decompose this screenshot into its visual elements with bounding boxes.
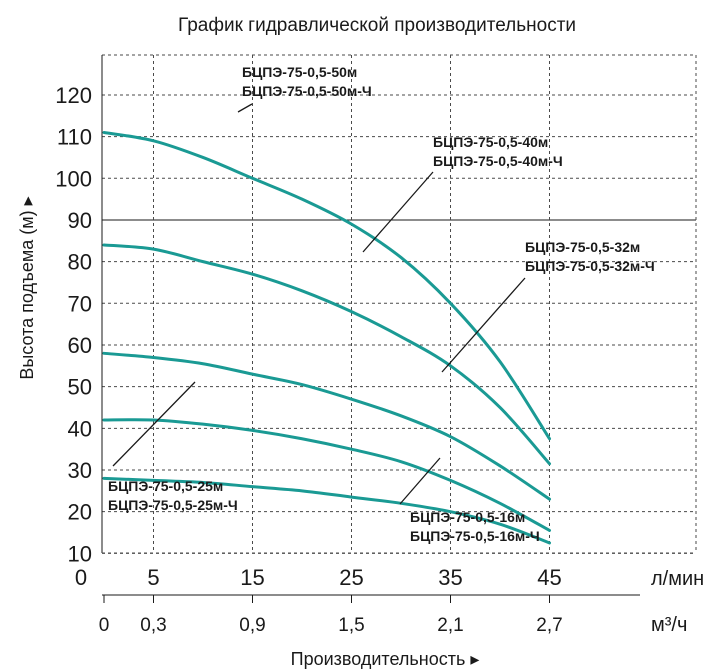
series-curves [102, 130, 551, 545]
series-label: БЦПЭ-75-0,5-25м [108, 478, 223, 494]
series-curve-4 [102, 418, 551, 532]
x-secondary-tick-label: 0,9 [239, 615, 265, 636]
y-tick-label: 70 [68, 291, 92, 316]
x-axis-label: Производительность ▸ [291, 649, 480, 669]
x-tick-label: 15 [240, 565, 264, 590]
label-leaders [112, 103, 526, 505]
y-tick-label: 90 [68, 208, 92, 233]
x-tick-label: 25 [339, 565, 363, 590]
leader-line-4 [112, 381, 196, 467]
series-label-variant: БЦПЭ-75-0,5-32м-Ч [525, 258, 655, 274]
series-labels: БЦПЭ-75-0,5-50м БЦПЭ-75-0,5-50м-Ч БЦПЭ-75-… [108, 64, 655, 544]
series-label: БЦПЭ-75-0,5-16м [410, 509, 525, 525]
x-secondary-tick-labels: 0 0,3 0,9 1,5 2,1 2,7 [99, 615, 563, 636]
y-tick-label: 30 [68, 458, 92, 483]
x-tick-label: 0 [75, 565, 87, 590]
series-label: БЦПЭ-75-0,5-50м [242, 64, 357, 80]
y-axis-label: Высота подъема (м) ▸ [17, 196, 37, 379]
y-tick-label: 10 [68, 541, 92, 566]
x-tick-label: 45 [537, 565, 561, 590]
y-tick-label: 20 [68, 500, 92, 525]
y-tick-labels: 10 20 30 40 50 60 70 80 90 100 110 120 [55, 83, 92, 566]
leader-line-1 [237, 103, 253, 113]
x-tick-labels: 0 5 15 25 35 45 [75, 565, 562, 590]
y-tick-label: 40 [68, 416, 92, 441]
series-curve-3 [102, 351, 551, 501]
x-secondary-tick-label: 2,1 [437, 615, 463, 636]
x-secondary-tick-label: 0,3 [140, 615, 166, 636]
y-tick-label: 110 [57, 125, 92, 150]
series-label: БЦПЭ-75-0,5-40м [433, 134, 548, 150]
leader-line-5 [399, 457, 441, 505]
series-label-variant: БЦПЭ-75-0,5-16м-Ч [410, 528, 540, 544]
y-tick-label: 100 [55, 166, 92, 191]
series-label-variant: БЦПЭ-75-0,5-40м-Ч [433, 153, 563, 169]
x-unit-label: л/мин [651, 568, 704, 590]
x-tick-label: 35 [438, 565, 462, 590]
y-tick-label: 60 [68, 333, 92, 358]
series-label-variant: БЦПЭ-75-0,5-25м-Ч [108, 497, 238, 513]
series-curve-1 [102, 130, 551, 441]
leader-line-2 [362, 171, 434, 253]
chart-title: График гидравлической производительности [178, 15, 576, 36]
series-curve-5 [102, 476, 551, 545]
leader-line-3 [441, 277, 526, 373]
grid [101, 54, 697, 603]
series-label-variant: БЦПЭ-75-0,5-50м-Ч [242, 83, 372, 99]
x-secondary-tick-label: 0 [99, 615, 110, 636]
x-secondary-unit-label: м³/ч [651, 614, 687, 636]
series-curve-2 [102, 243, 551, 466]
y-tick-label: 80 [68, 250, 92, 275]
x-secondary-tick-label: 1,5 [338, 615, 364, 636]
x-tick-label: 5 [147, 565, 159, 590]
series-label: БЦПЭ-75-0,5-32м [525, 239, 640, 255]
y-tick-label: 120 [55, 83, 92, 108]
y-tick-label: 50 [68, 375, 92, 400]
x-secondary-tick-label: 2,7 [536, 615, 562, 636]
